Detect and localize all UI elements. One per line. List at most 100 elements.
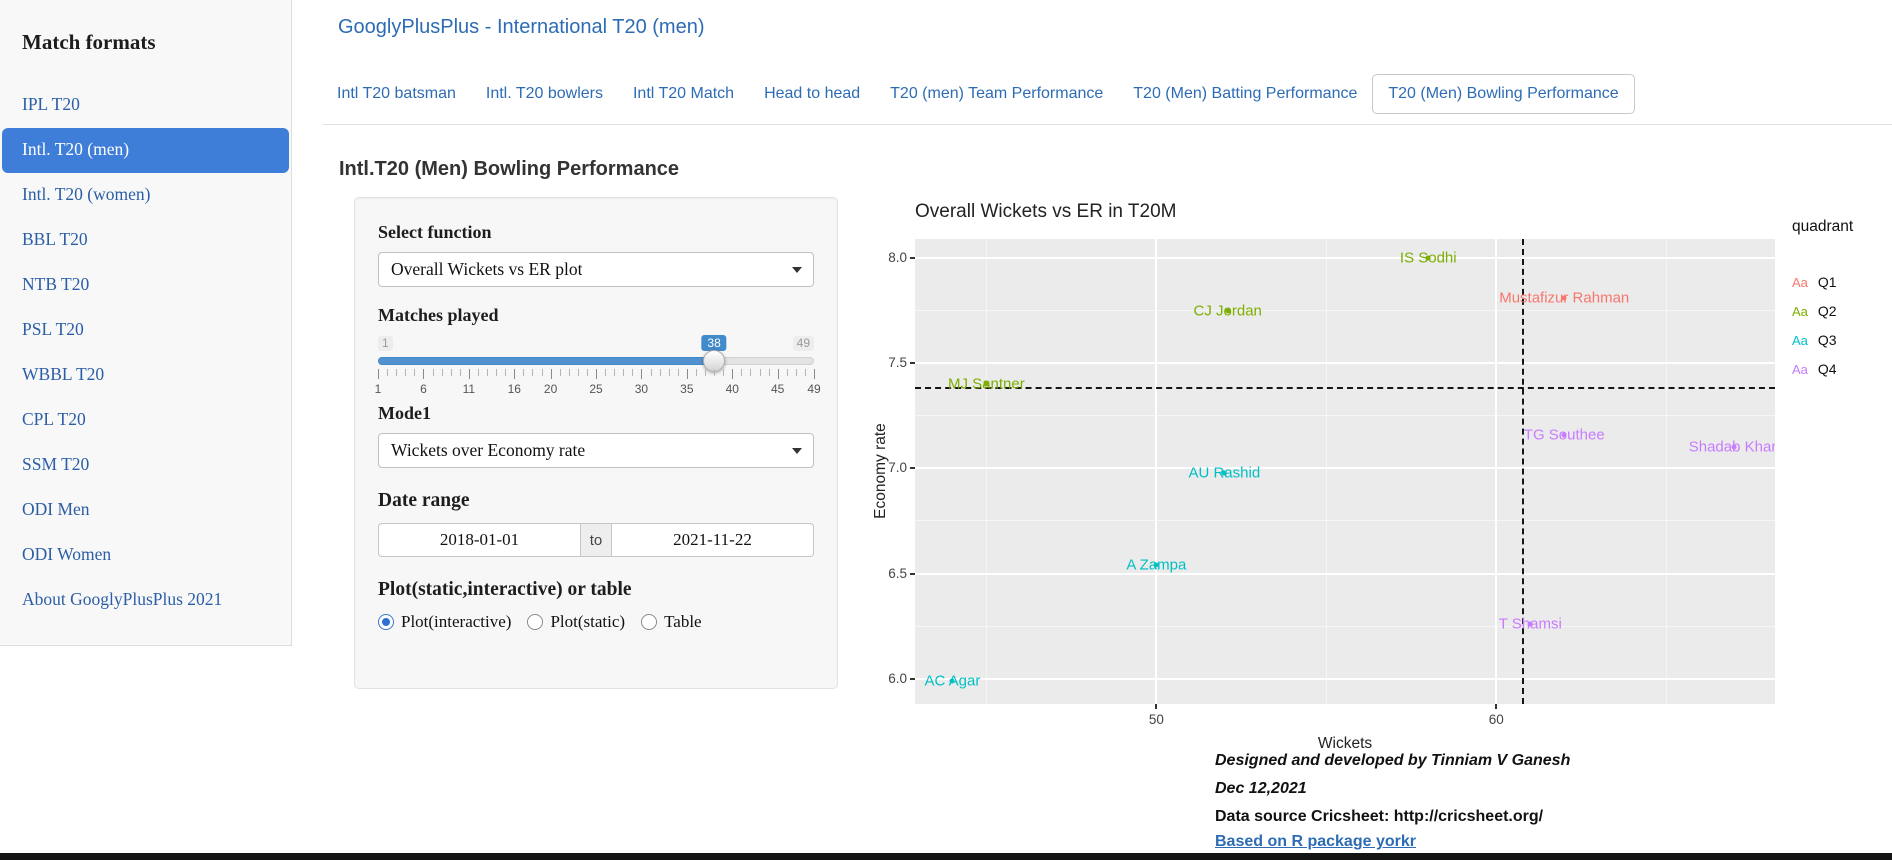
function-select-value: Overall Wickets vs ER plot	[391, 259, 583, 279]
sidebar-item-odi-men[interactable]: ODI Men	[22, 499, 90, 519]
x-axis-tick-label: 60	[1488, 712, 1504, 727]
date-start-input[interactable]	[378, 523, 580, 557]
slider-tick	[795, 369, 797, 376]
y-axis-tick-label: 7.0	[888, 460, 907, 476]
x-axis-title: Wickets	[1317, 735, 1373, 752]
sidebar-item-ipl-t20[interactable]: IPL T20	[22, 94, 80, 114]
slider-tick	[441, 369, 443, 376]
slider-value-bubble: 38	[701, 335, 727, 351]
slider-max-label: 49	[792, 336, 814, 351]
tab-intl-t20-bowlers[interactable]: Intl. T20 bowlers	[485, 85, 603, 102]
function-select[interactable]: Overall Wickets vs ER plot	[378, 252, 814, 287]
slider-tick	[777, 369, 779, 379]
slider-tick	[496, 369, 498, 376]
sidebar-item-ntb-t20[interactable]: NTB T20	[22, 274, 90, 294]
gridline-major	[915, 677, 1775, 680]
tab-head-to-head[interactable]: Head to head	[764, 85, 861, 102]
slider-tick	[750, 369, 752, 376]
tab-divider	[323, 124, 1892, 125]
gridline-major	[1495, 239, 1498, 704]
slider-tick	[568, 369, 570, 376]
gridline-minor	[1325, 239, 1327, 704]
slider-tick	[505, 369, 507, 376]
gridline-major	[915, 256, 1775, 259]
radio-table[interactable]: Table	[641, 612, 702, 632]
slider-tick	[814, 369, 815, 379]
slider-tick	[541, 369, 543, 376]
data-point-dot	[1221, 470, 1227, 476]
output-type-label: Plot(static,interactive) or table	[378, 579, 632, 600]
slider-tick-label: 30	[634, 382, 649, 396]
data-point-label: T Shamsi	[1498, 615, 1562, 633]
sidebar-item-intl-t20-men[interactable]: Intl. T20 (men)	[2, 128, 289, 173]
plot-footer: Designed and developed by Tinniam V Gane…	[1215, 752, 1570, 851]
x-axis-tick	[1155, 704, 1158, 709]
legend-entry-q2[interactable]: Aa Q2	[1792, 303, 1890, 319]
matches-slider[interactable]: 1 49 38 1 6 11 16 20 25 30 35 40 45 49	[375, 335, 821, 401]
data-point-label: TG Southee	[1523, 426, 1605, 444]
tab-t20-men-batting-performance[interactable]: T20 (Men) Batting Performance	[1133, 85, 1358, 102]
date-range-label: Date range	[378, 490, 470, 511]
data-point-label: Shadab Khan	[1688, 438, 1775, 456]
bottom-dark-strip	[0, 853, 1892, 860]
slider-tick	[650, 369, 652, 376]
legend-label: Q4	[1817, 361, 1837, 377]
sidebar-item-intl-t20-women[interactable]: Intl. T20 (women)	[22, 184, 151, 204]
sidebar-item-about-googlyplusplus-2021[interactable]: About GooglyPlusPlus 2021	[22, 589, 223, 609]
slider-tick	[459, 369, 461, 376]
mode-select[interactable]: Wickets over Economy rate	[378, 433, 814, 468]
sidebar-item-bbl-t20[interactable]: BBL T20	[22, 229, 88, 249]
y-axis-tick	[910, 256, 915, 259]
slider-tick-label: 45	[770, 382, 785, 396]
data-point-dot	[1731, 444, 1737, 450]
y-axis-tick-label: 7.5	[888, 355, 907, 371]
data-point-label: AU Rashid	[1188, 464, 1261, 482]
mode-select-value: Wickets over Economy rate	[391, 440, 586, 460]
legend-entry-q3[interactable]: Aa Q3	[1792, 332, 1890, 348]
slider-tick	[614, 369, 616, 376]
sidebar-item-wbbl-t20[interactable]: WBBL T20	[22, 364, 105, 384]
data-point-dot	[983, 381, 989, 387]
slider-min-label: 1	[378, 336, 393, 351]
data-point-dot	[1561, 295, 1567, 301]
radio-plot-static[interactable]: Plot(static)	[527, 612, 625, 632]
y-axis-tick-label: 6.0	[888, 670, 907, 686]
slider-tick	[423, 369, 425, 379]
wickets-threshold-line	[1522, 239, 1525, 704]
slider-tick	[432, 369, 434, 376]
sidebar-item-ssm-t20[interactable]: SSM T20	[22, 454, 90, 474]
sidebar-item-odi-women[interactable]: ODI Women	[22, 544, 112, 564]
slider-tick	[596, 369, 597, 379]
slider-tick	[523, 369, 525, 376]
slider-tick	[804, 369, 806, 376]
slider-tick	[632, 369, 634, 376]
matches-played-label: Matches played	[378, 305, 499, 325]
gridline-minor	[1665, 239, 1667, 704]
sidebar-item-psl-t20[interactable]: PSL T20	[22, 319, 84, 339]
gridline-major	[915, 467, 1775, 470]
slider-tick	[623, 369, 625, 376]
slider-tick	[450, 369, 452, 376]
data-point-label: AC Agar	[924, 672, 981, 690]
slider-tick	[477, 369, 479, 376]
tab-t20-men-bowling-performance[interactable]: T20 (Men) Bowling Performance	[1372, 74, 1635, 114]
sidebar-item-cpl-t20[interactable]: CPL T20	[22, 409, 86, 429]
tab-intl-t20-match[interactable]: Intl T20 Match	[632, 85, 735, 102]
legend-key-icon: Aa	[1792, 303, 1808, 319]
slider-tick	[768, 369, 770, 376]
legend-entry-q1[interactable]: Aa Q1	[1792, 274, 1890, 290]
footer-yorkr-link[interactable]: Based on R package yorkr	[1215, 833, 1416, 850]
legend: quadrant Aa Q1 Aa Q2 Aa Q3 Aa Q4	[1792, 218, 1890, 390]
slider-tick	[550, 369, 552, 379]
gridline-major	[915, 572, 1775, 575]
legend-entry-q4[interactable]: Aa Q4	[1792, 361, 1890, 377]
slider-tick	[387, 369, 389, 376]
tab-intl-t20-batsman[interactable]: Intl T20 batsman	[337, 85, 456, 102]
date-separator: to	[580, 523, 612, 557]
date-end-input[interactable]	[612, 523, 814, 557]
legend-key-icon: Aa	[1792, 361, 1808, 377]
radio-plot-interactive[interactable]: Plot(interactive)	[378, 612, 511, 632]
gridline-minor	[915, 625, 1775, 627]
slider-tick-label: 25	[589, 382, 603, 396]
tab-t20-men-team-performance[interactable]: T20 (men) Team Performance	[890, 85, 1104, 102]
